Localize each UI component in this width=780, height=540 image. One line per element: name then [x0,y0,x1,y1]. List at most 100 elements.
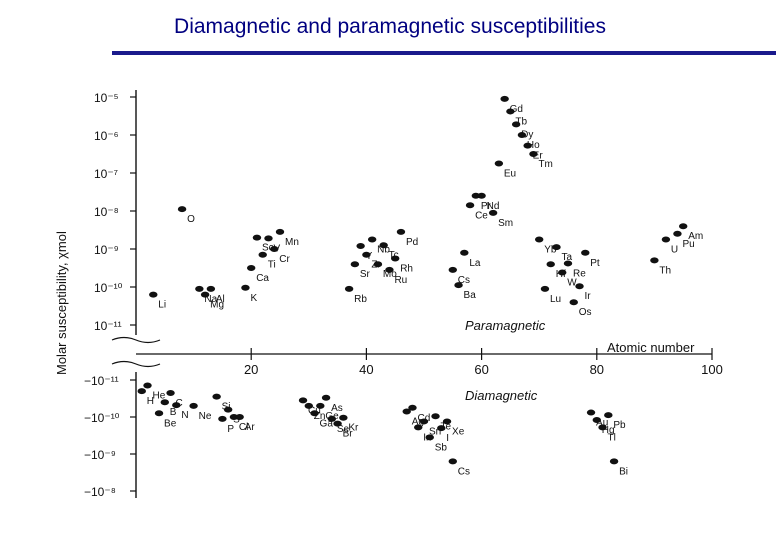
para-point-sm [488,209,498,216]
para-point-yb [535,236,544,243]
dia-label-tl: Tl [608,432,616,443]
para-point-al [206,285,216,292]
dia-label-s: S [233,415,240,426]
y-tick-label-para-0: 10⁻⁵ [94,91,119,105]
dia-label-i: I [446,433,449,444]
para-label-pt: Pt [590,258,600,269]
para-point-la [460,249,469,256]
para-label-w: W [567,278,577,289]
dia-point-in [414,424,423,431]
para-point-pu [673,230,682,237]
para-point-ba [454,282,463,289]
dia-label-cl: Cl [239,422,248,433]
para-point-rh [391,255,400,262]
para-label-ti: Ti [268,260,276,271]
y-tick-label-para-4: 10⁻⁹ [94,243,119,257]
dia-point-cu [298,397,308,404]
para-label-u: U [671,245,678,256]
para-point-nd [477,192,486,199]
dia-label-sn: Sn [429,426,441,437]
dia-label-zn: Zn [314,411,326,422]
y-tick-label-para-2: 10⁻⁷ [94,167,118,181]
para-label-mg: Mg [210,300,224,311]
slide-title: Diamagnetic and paramagnetic susceptibil… [174,15,606,38]
dia-point-ge [316,402,325,409]
para-point-lu [540,285,550,292]
para-point-v [264,235,273,242]
para-point-ir [575,283,584,290]
dia-point-kr [339,414,348,421]
dia-point-tl [598,424,607,431]
para-point-hf [546,261,555,268]
para-point-os [569,299,578,306]
x-tick-label-1: 40 [359,362,373,377]
para-point-pt [581,249,590,256]
dia-label-h: H [147,396,154,407]
dia-label-ar: Ar [245,422,256,433]
dia-point-cl [229,414,239,420]
para-point-sc [252,234,262,241]
dia-point-si [212,393,221,400]
para-point-sr [350,261,360,268]
dia-point-s [223,406,233,413]
para-label-sc: Sc [262,243,274,254]
dia-point-p [218,415,227,422]
para-label-ba: Ba [464,290,477,301]
dia-point-as [321,394,331,401]
para-point-na [195,285,204,292]
dia-point-n [172,402,181,409]
dia-label-te: Te [441,421,452,432]
dia-label-be: Be [164,418,177,429]
paramagnetic-label: Paramagnetic [465,318,546,333]
para-point-ti [258,251,267,258]
para-label-tm: Tm [538,159,552,170]
dia-point-be [154,410,164,417]
y-axis-title: Molar susceptibility, χmol [54,231,69,375]
dia-point-bi [609,458,619,465]
para-label-ca: Ca [256,273,269,284]
dia-label-ag: Ag [412,416,424,427]
para-label-rh: Rh [400,264,413,275]
dia-point-ar [235,414,244,420]
para-point-mn [275,228,285,235]
para-point-cs [448,266,457,273]
dia-point-xe [442,418,452,425]
para-label-ce: Ce [475,210,488,221]
para-label-am: Am [688,231,703,242]
para-point-zr [362,251,371,258]
para-label-er: Er [533,151,544,162]
dia-label-xe: Xe [452,426,465,437]
dia-label-bi: Bi [619,466,628,477]
x-tick-label-3: 80 [590,362,604,377]
para-point-rb [344,285,354,292]
dia-point-se [327,415,337,422]
dia-point-ag [402,408,411,415]
para-point-li [149,291,158,298]
para-point-tb [506,108,515,115]
dia-point-br [333,420,342,427]
dia-label-as: As [331,403,343,414]
y-tick-label-dia-2: −10⁻⁹ [84,448,116,462]
para-point-mo [373,261,383,268]
para-point-u [661,236,671,243]
para-point-ta [552,244,561,251]
y-tick-label-dia-3: −10⁻⁸ [84,485,116,499]
para-point-re [563,260,573,267]
para-label-yb: Yb [544,245,557,256]
para-point-tm [529,151,538,157]
x-axis-title: Atomic number [607,340,695,355]
y-tick-label-para-1: 10⁻⁶ [94,129,119,143]
dia-point-sn [419,418,429,425]
dia-point-sb [425,434,434,441]
dia-point-zn [304,402,313,409]
dia-point-cd [408,404,417,411]
dia-label-ne: Ne [199,411,212,422]
para-point-ho [517,132,527,138]
para-label-os: Os [579,307,592,318]
para-point-tc [379,242,388,249]
para-label-pu: Pu [682,239,694,250]
dia-label-he: He [153,391,166,402]
para-label-mn: Mn [285,237,299,248]
dia-point-ne [189,402,198,409]
